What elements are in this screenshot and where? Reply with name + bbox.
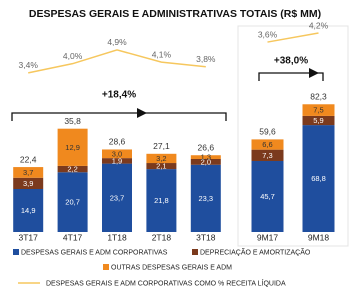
line-label: 3,4% [19, 60, 39, 70]
bar-segment [190, 155, 221, 159]
data-label: 1,3 [201, 153, 211, 162]
line-series [267, 32, 319, 43]
line-label: 4,1% [152, 49, 172, 59]
data-label: 20,7 [65, 198, 80, 207]
annotation-arrowhead [137, 108, 147, 118]
bar-segment [102, 149, 132, 159]
data-label: 68,8 [311, 174, 326, 183]
bar-segment [57, 172, 88, 232]
data-label: 1,9 [112, 156, 122, 165]
total-label: 22,4 [20, 155, 37, 165]
annotation: +18,4% [102, 90, 136, 101]
bar-segment [302, 125, 335, 232]
x-tick-label: 4T17 [63, 232, 83, 242]
annotation-arrow [11, 112, 227, 121]
bar-segment [13, 189, 44, 232]
chart-title: DESPESAS GERAIS E ADMINISTRATIVAS TOTAIS… [29, 8, 321, 20]
line-label: 3,8% [196, 54, 216, 64]
data-label: 23,7 [110, 193, 125, 202]
line-label: 4,0% [63, 51, 83, 61]
x-tick-label: 2T18 [152, 232, 172, 242]
bar-segment [102, 163, 132, 232]
data-label: 3,9 [23, 179, 33, 188]
data-label: 2,1 [156, 162, 166, 171]
bar-segment [146, 153, 177, 164]
data-label: 3,2 [156, 154, 166, 163]
bar-segment [146, 163, 177, 170]
total-label: 59,6 [259, 127, 276, 137]
bar-segment [251, 139, 284, 150]
line-series [28, 49, 206, 74]
data-label: 12,9 [65, 143, 80, 152]
annotation-arrow [258, 72, 324, 81]
data-label: 3,7 [23, 168, 33, 177]
bar-segment [302, 115, 335, 126]
data-label: 2,2 [67, 165, 77, 174]
bar-segment [190, 158, 221, 165]
bar-segment [146, 169, 177, 232]
total-label: 35,8 [64, 116, 81, 126]
bar-segment [57, 165, 88, 173]
total-label: 28,6 [109, 137, 126, 147]
x-tick-label: 3T17 [19, 232, 39, 242]
annotation-arrowhead [309, 68, 319, 78]
x-tick-label: 9M17 [257, 232, 279, 242]
data-label: 5,9 [313, 116, 323, 125]
bar-segment [251, 149, 284, 161]
legend-label: DEPRECIAÇÃO E AMORTIZAÇÃO [200, 247, 311, 256]
legend-label: OUTRAS DESPESAS GERAIS E ADM [111, 264, 232, 271]
x-tick-label: 9M18 [308, 232, 330, 242]
legend-swatch [13, 249, 19, 255]
data-label: 23,3 [198, 194, 213, 203]
bar-segment [190, 164, 221, 232]
data-label: 7,3 [262, 151, 272, 160]
panel-frame [237, 25, 349, 247]
bar-segment [13, 167, 44, 178]
bar-segment [302, 104, 335, 116]
bar-segment [13, 177, 44, 190]
data-label: 7,5 [313, 106, 323, 115]
bar-segment [102, 158, 132, 164]
bar-segment [57, 128, 88, 166]
total-label: 27,1 [153, 141, 170, 151]
total-label: 26,6 [198, 142, 215, 152]
data-label: 45,7 [260, 192, 275, 201]
total-label: 82,3 [310, 91, 327, 101]
data-label: 3,0 [112, 149, 122, 158]
x-tick-label: 3T18 [196, 232, 216, 242]
legend-swatch [103, 264, 109, 270]
x-tick-label: 1T18 [107, 232, 127, 242]
data-label: 6,6 [262, 140, 272, 149]
line-label: 3,6% [258, 29, 278, 39]
data-label: 2,0 [201, 157, 211, 166]
legend-label: DESPESAS GERAIS E ADM CORPORATIVAS [21, 249, 168, 256]
legend-label: DESPESAS GERAIS E ADM CORPORATIVAS COMO … [46, 278, 286, 287]
bar-segment [251, 160, 284, 232]
line-label: 4,2% [309, 20, 329, 30]
legend-swatch [192, 249, 198, 255]
line-label: 4,9% [107, 37, 127, 47]
data-label: 14,9 [21, 206, 36, 215]
data-label: 21,8 [154, 196, 169, 205]
annotation: +38,0% [274, 56, 308, 67]
